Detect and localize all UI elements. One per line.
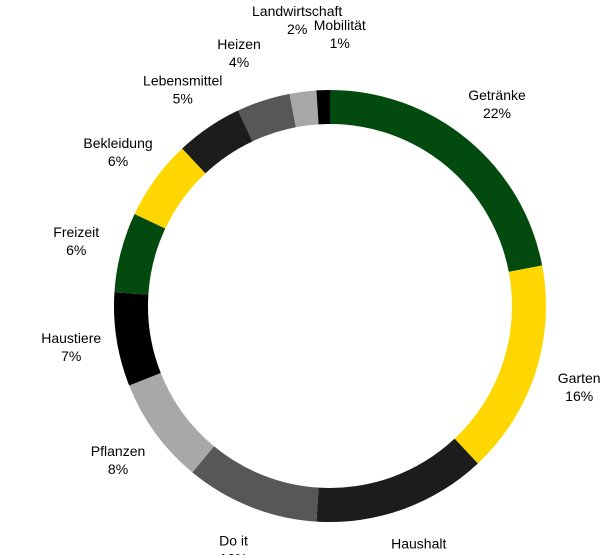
value-label: 6% xyxy=(108,153,128,169)
value-label: 6% xyxy=(66,242,86,258)
label-freizeit: Freizeit 6% xyxy=(53,224,99,258)
label-getraenke: Getränke 22% xyxy=(468,87,526,121)
category-label: Haustiere xyxy=(41,330,101,346)
label-haushalt: Haushalt 13% xyxy=(391,536,446,555)
label-haustiere: Haustiere 7% xyxy=(41,330,101,364)
label-landwirtschaft: Landwirtschaft 2% xyxy=(252,3,342,37)
category-label: Bekleidung xyxy=(83,135,152,151)
category-label: Heizen xyxy=(217,36,261,52)
category-label: Getränke xyxy=(468,87,526,103)
value-label: 8% xyxy=(108,461,128,477)
category-label: Freizeit xyxy=(53,224,99,240)
value-label: 5% xyxy=(173,90,193,106)
label-mobilitaet: Mobilität 1% xyxy=(314,17,366,51)
label-pflanzen: Pflanzen 8% xyxy=(91,443,145,477)
value-label: 1% xyxy=(330,35,350,51)
category-label: Landwirtschaft xyxy=(252,3,342,19)
category-label: Mobilität xyxy=(314,17,366,33)
label-heizen: Heizen 4% xyxy=(217,36,261,70)
label-garten: Garten 16% xyxy=(558,370,600,404)
value-label: 13% xyxy=(405,554,433,555)
slice-haustiere xyxy=(114,292,161,386)
slice-freizeit xyxy=(114,214,166,295)
slice-bekleidung xyxy=(134,148,206,229)
value-label: 7% xyxy=(61,348,81,364)
category-label: Do it xyxy=(219,533,248,549)
value-label: 2% xyxy=(287,21,307,37)
slice-mobilitaet xyxy=(316,90,330,125)
label-lebensmittel: Lebensmittel 5% xyxy=(143,72,222,106)
label-do-it: Do it 10% xyxy=(219,533,248,555)
donut-slices xyxy=(114,90,547,522)
slice-getraenke xyxy=(330,90,543,272)
slice-haushalt xyxy=(316,438,478,522)
label-bekleidung: Bekleidung 6% xyxy=(83,135,152,169)
slice-heizen xyxy=(238,93,296,142)
slice-garten xyxy=(454,265,547,464)
category-label: Lebensmittel xyxy=(143,72,222,88)
slice-labels: Getränke 22% Garten 16% Haushalt 13% Do it 10% P… xyxy=(41,3,600,555)
category-label: Pflanzen xyxy=(91,443,145,459)
slice-do-it xyxy=(192,446,319,522)
value-label: 10% xyxy=(220,551,248,555)
category-label: Haushalt xyxy=(391,536,446,552)
value-label: 16% xyxy=(565,388,593,404)
slice-lebensmittel xyxy=(182,110,253,174)
value-label: 22% xyxy=(483,105,511,121)
value-label: 4% xyxy=(229,54,249,70)
slice-landwirtschaft xyxy=(289,90,319,128)
slice-pflanzen xyxy=(129,372,214,473)
category-label: Garten xyxy=(558,370,600,386)
